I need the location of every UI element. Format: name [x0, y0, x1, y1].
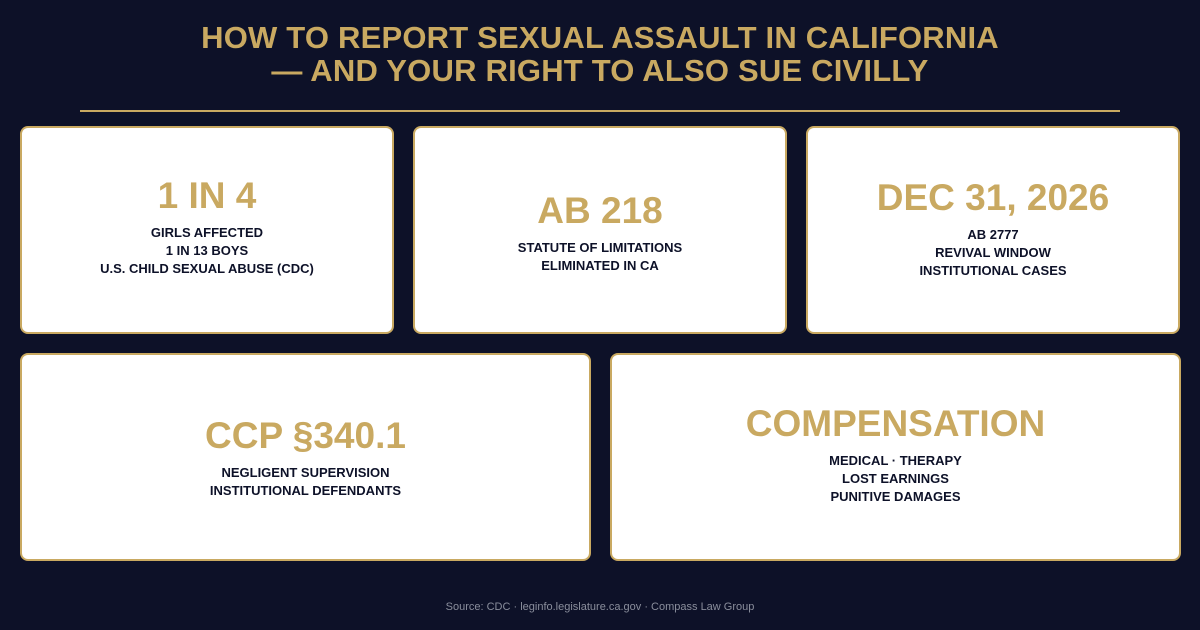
stat-card-detail-line: ELIMINATED IN CA — [541, 257, 659, 273]
stat-card-prevalence: 1 IN 4 GIRLS AFFECTED 1 IN 13 BOYS U.S. … — [20, 126, 394, 334]
stat-card-ab218: AB 218 STATUTE OF LIMITATIONS ELIMINATED… — [413, 126, 787, 334]
stat-card-detail-line: LOST EARNINGS — [842, 470, 949, 486]
stat-card-detail-line: STATUTE OF LIMITATIONS — [517, 239, 683, 255]
stat-card-details: MEDICAL · THERAPY LOST EARNINGS PUNITIVE… — [829, 452, 962, 506]
stat-card-compensation: COMPENSATION MEDICAL · THERAPY LOST EARN… — [610, 353, 1181, 561]
stat-card-details: AB 2777 REVIVAL WINDOW INSTITUTIONAL CAS… — [919, 226, 1066, 280]
page-title-line-1: HOW TO REPORT SEXUAL ASSAULT IN CALIFORN… — [201, 20, 999, 55]
stat-card-headline: DEC 31, 2026 — [876, 176, 1110, 218]
stat-card-deadline: DEC 31, 2026 AB 2777 REVIVAL WINDOW INST… — [806, 126, 1180, 334]
stat-card-detail-line: MEDICAL · THERAPY — [829, 452, 962, 468]
stat-card-headline: CCP §340.1 — [205, 414, 406, 456]
stat-card-detail-line: PUNITIVE DAMAGES — [830, 488, 961, 504]
stat-card-detail-line: GIRLS AFFECTED — [150, 224, 264, 240]
stat-card-ccp-340-1: CCP §340.1 NEGLIGENT SUPERVISION INSTITU… — [20, 353, 591, 561]
page-title-line-2: — AND YOUR RIGHT TO ALSO SUE CIVILLY — [271, 53, 929, 88]
source-footer: Source: CDC · leginfo.legislature.ca.gov… — [445, 601, 755, 613]
stat-card-headline: AB 218 — [537, 189, 663, 231]
stat-card-detail-line: INSTITUTIONAL CASES — [919, 262, 1067, 278]
stat-card-details: NEGLIGENT SUPERVISION INSTITUTIONAL DEFE… — [210, 464, 401, 500]
stat-card-details: GIRLS AFFECTED 1 IN 13 BOYS U.S. CHILD S… — [100, 224, 314, 278]
stat-card-detail-line: U.S. CHILD SEXUAL ABUSE (CDC) — [100, 260, 314, 276]
page-title: HOW TO REPORT SEXUAL ASSAULT IN CALIFORN… — [0, 21, 1200, 87]
title-divider — [80, 110, 1120, 112]
stat-card-detail-line: REVIVAL WINDOW — [935, 244, 1051, 260]
stat-card-headline: COMPENSATION — [745, 402, 1046, 444]
stat-card-detail-line: AB 2777 — [967, 226, 1019, 242]
stat-card-detail-line: NEGLIGENT SUPERVISION — [221, 464, 390, 480]
stat-card-headline: 1 IN 4 — [157, 174, 257, 216]
stat-card-details: STATUTE OF LIMITATIONS ELIMINATED IN CA — [518, 239, 682, 275]
stat-card-detail-line: 1 IN 13 BOYS — [165, 242, 249, 258]
stat-card-detail-line: INSTITUTIONAL DEFENDANTS — [209, 482, 402, 498]
